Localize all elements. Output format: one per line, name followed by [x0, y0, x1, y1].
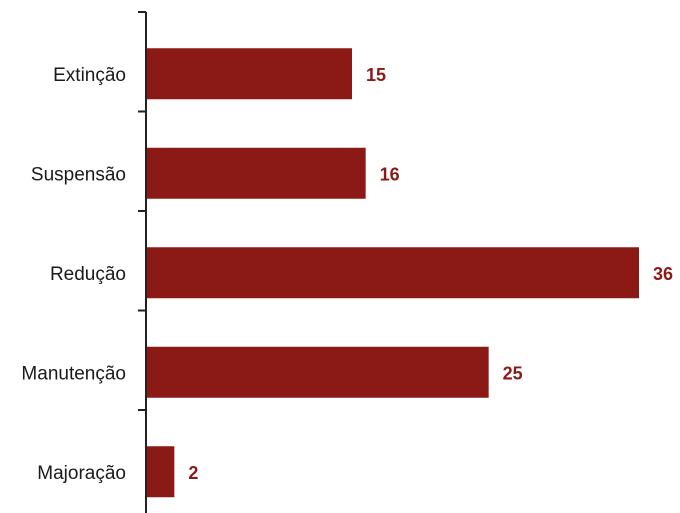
- category-label-majoracao: Majoração: [37, 463, 126, 484]
- labels-layer: 15 Extinção 16 Suspensão 36 Redução 25 Manutenç…: [21, 65, 673, 484]
- bars-layer: [147, 48, 639, 498]
- bar-suspensao: [147, 147, 366, 199]
- value-label-suspensao: 16: [380, 164, 400, 184]
- y-axis: [138, 11, 147, 513]
- bar-manutencao: [147, 346, 489, 398]
- value-label-manutencao: 25: [503, 363, 523, 383]
- value-label-reducao: 36: [653, 264, 673, 284]
- category-label-extincao: Extinção: [53, 65, 126, 86]
- bar-majoracao: [147, 446, 175, 498]
- category-label-suspensao: Suspensão: [31, 164, 126, 185]
- bar-reducao: [147, 247, 639, 299]
- category-label-reducao: Redução: [50, 264, 126, 285]
- value-label-majoracao: 2: [188, 463, 198, 483]
- bar-extincao: [147, 48, 352, 100]
- category-label-manutencao: Manutenção: [21, 363, 126, 384]
- value-label-extincao: 15: [366, 65, 386, 85]
